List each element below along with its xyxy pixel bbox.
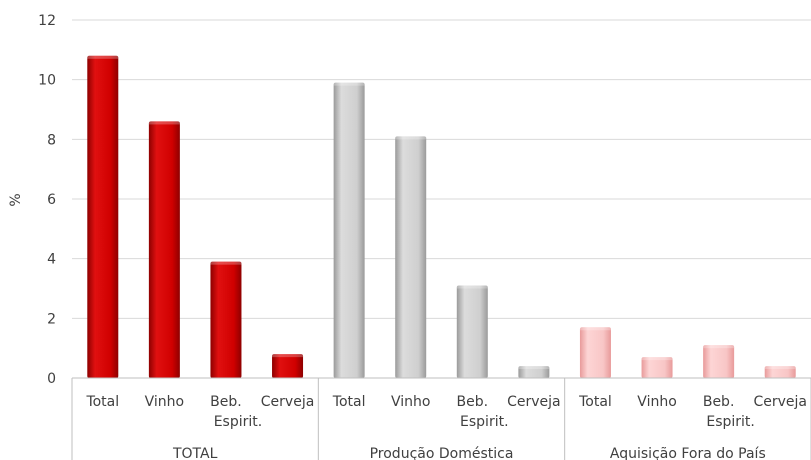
y-tick-label: 8 bbox=[47, 132, 56, 148]
bar-1-2 bbox=[456, 285, 488, 378]
bar-1-1 bbox=[395, 136, 427, 378]
bar-1-0 bbox=[333, 82, 365, 379]
bar-0-0 bbox=[87, 55, 119, 379]
category-label: Beb. bbox=[457, 394, 489, 410]
bar-0-1 bbox=[148, 121, 180, 378]
category-label: Espirit. bbox=[460, 414, 509, 430]
category-label: Vinho bbox=[391, 394, 430, 410]
y-axis-label: % bbox=[8, 193, 24, 206]
y-tick-label: 6 bbox=[47, 192, 56, 208]
y-tick-label: 0 bbox=[47, 371, 56, 387]
category-label: Cerveja bbox=[261, 394, 315, 410]
category-label: Beb. bbox=[703, 394, 735, 410]
gridlines bbox=[72, 19, 811, 319]
bar-highlight bbox=[456, 285, 488, 289]
bar-highlight bbox=[87, 55, 119, 59]
category-label: Cerveja bbox=[507, 394, 561, 410]
bar-2-1 bbox=[641, 357, 673, 378]
bar-highlight bbox=[148, 121, 180, 125]
category-label: Total bbox=[332, 394, 366, 410]
bar-2-2 bbox=[703, 345, 735, 378]
bar-highlight bbox=[333, 82, 365, 86]
bar-0-3 bbox=[272, 354, 304, 378]
category-label: Beb. bbox=[210, 394, 242, 410]
x-axis: Total Vinho Beb. Espirit. Cerveja TOTAL Total V… bbox=[71, 377, 811, 460]
category-label: Espirit. bbox=[214, 414, 263, 430]
category-label: Vinho bbox=[145, 394, 184, 410]
bar-2-0 bbox=[579, 327, 611, 378]
group-label: Produção Doméstica bbox=[370, 446, 514, 460]
group-label: TOTAL bbox=[172, 446, 218, 460]
category-label: Cerveja bbox=[753, 394, 807, 410]
bar-highlight bbox=[395, 136, 427, 140]
bar-highlight bbox=[272, 354, 304, 358]
bar-highlight bbox=[518, 366, 550, 370]
bar-highlight bbox=[579, 327, 611, 331]
y-tick-label: 2 bbox=[47, 311, 56, 327]
y-tick-label: 12 bbox=[38, 13, 56, 29]
category-label: Vinho bbox=[637, 394, 676, 410]
bar-0-2 bbox=[210, 261, 242, 378]
y-axis-ticks: 0 2 4 6 8 10 12 bbox=[38, 13, 56, 387]
bar-highlight bbox=[703, 345, 735, 349]
bar-highlight bbox=[210, 261, 242, 265]
bars bbox=[87, 55, 796, 379]
bar-highlight bbox=[641, 357, 673, 361]
category-label: Total bbox=[578, 394, 612, 410]
y-tick-label: 10 bbox=[38, 73, 56, 89]
category-label: Espirit. bbox=[706, 414, 755, 430]
bar-1-3 bbox=[518, 366, 550, 378]
category-label: Total bbox=[85, 394, 119, 410]
bar-2-3 bbox=[764, 366, 796, 378]
bar-highlight bbox=[764, 366, 796, 370]
y-tick-label: 4 bbox=[47, 252, 56, 268]
group-label: Aquisição Fora do País bbox=[610, 446, 766, 460]
